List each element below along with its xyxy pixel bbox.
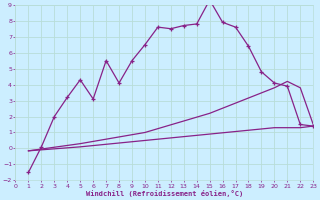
X-axis label: Windchill (Refroidissement éolien,°C): Windchill (Refroidissement éolien,°C): [86, 190, 243, 197]
